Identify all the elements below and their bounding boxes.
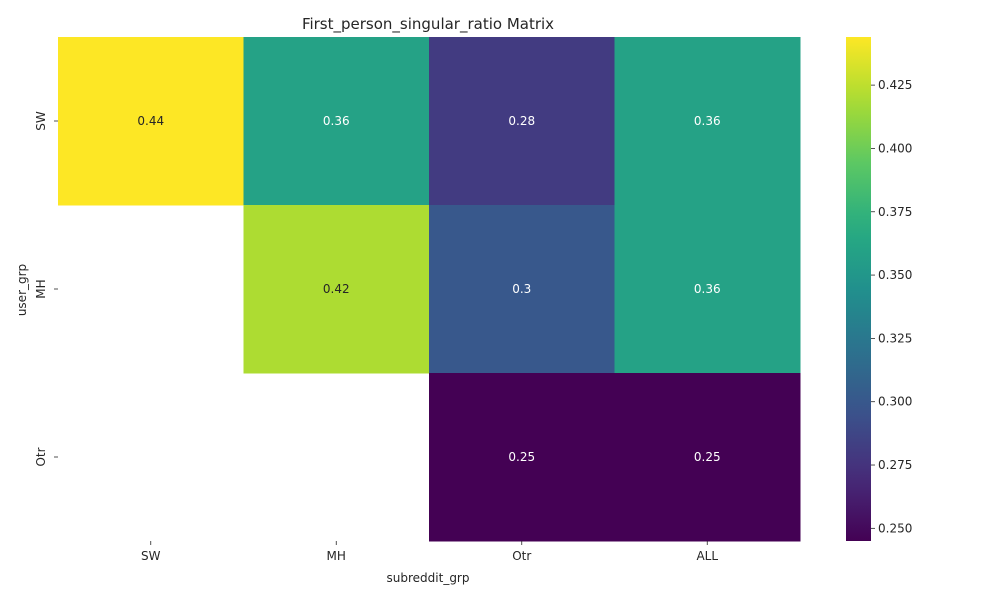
heatmap-cell <box>614 205 801 374</box>
colorbar-tick-label: 0.300 <box>878 395 912 409</box>
heatmap-cell <box>429 373 615 542</box>
colorbar-tick-label: 0.375 <box>878 205 912 219</box>
heatmap-cell <box>614 37 801 206</box>
heatmap-cell <box>243 37 430 206</box>
y-axis-title: user_grp <box>15 264 29 316</box>
heatmap-cell <box>614 373 801 542</box>
heatmap-cell <box>429 205 615 374</box>
cell-annotation: 0.36 <box>323 114 350 128</box>
colorbar-tick-label: 0.425 <box>878 78 912 92</box>
colorbar-ticks: 0.250 0.275 0.300 0.325 0.350 0.375 0.400 0.425 <box>871 78 912 535</box>
cell-annotation: 0.36 <box>694 114 721 128</box>
y-tick-label: Otr <box>34 447 48 466</box>
x-tick-label: MH <box>327 549 346 563</box>
cell-annotation: 0.25 <box>508 450 535 464</box>
cell-annotation: 0.3 <box>512 282 531 296</box>
y-axis-ticks: SW MH Otr <box>34 111 58 467</box>
heatmap-cell <box>243 205 430 374</box>
heatmap-cell <box>429 37 615 206</box>
colorbar-tick-label: 0.275 <box>878 458 912 472</box>
y-tick-label: MH <box>34 279 48 298</box>
colorbar <box>846 37 871 541</box>
cell-annotations: 0.44 0.36 0.28 0.36 0.42 0.3 0.36 0.25 0.25 <box>137 114 720 464</box>
cell-annotation: 0.25 <box>694 450 721 464</box>
cell-annotation: 0.44 <box>137 114 164 128</box>
heatmap-cells <box>58 37 801 542</box>
colorbar-tick-label: 0.350 <box>878 268 912 282</box>
cell-annotation: 0.42 <box>323 282 350 296</box>
cell-annotation: 0.28 <box>508 114 535 128</box>
heatmap-cell <box>58 37 244 206</box>
chart-title: First_person_singular_ratio Matrix <box>302 15 554 34</box>
cell-annotation: 0.36 <box>694 282 721 296</box>
x-tick-label: ALL <box>696 549 718 563</box>
y-tick-label: SW <box>34 111 48 131</box>
x-tick-label: SW <box>141 549 161 563</box>
x-axis-ticks: SW MH Otr ALL <box>141 541 718 563</box>
colorbar-tick-label: 0.325 <box>878 331 912 345</box>
x-axis-title: subreddit_grp <box>387 571 470 585</box>
colorbar-tick-label: 0.400 <box>878 141 912 155</box>
x-tick-label: Otr <box>512 549 531 563</box>
colorbar-tick-label: 0.250 <box>878 521 912 535</box>
